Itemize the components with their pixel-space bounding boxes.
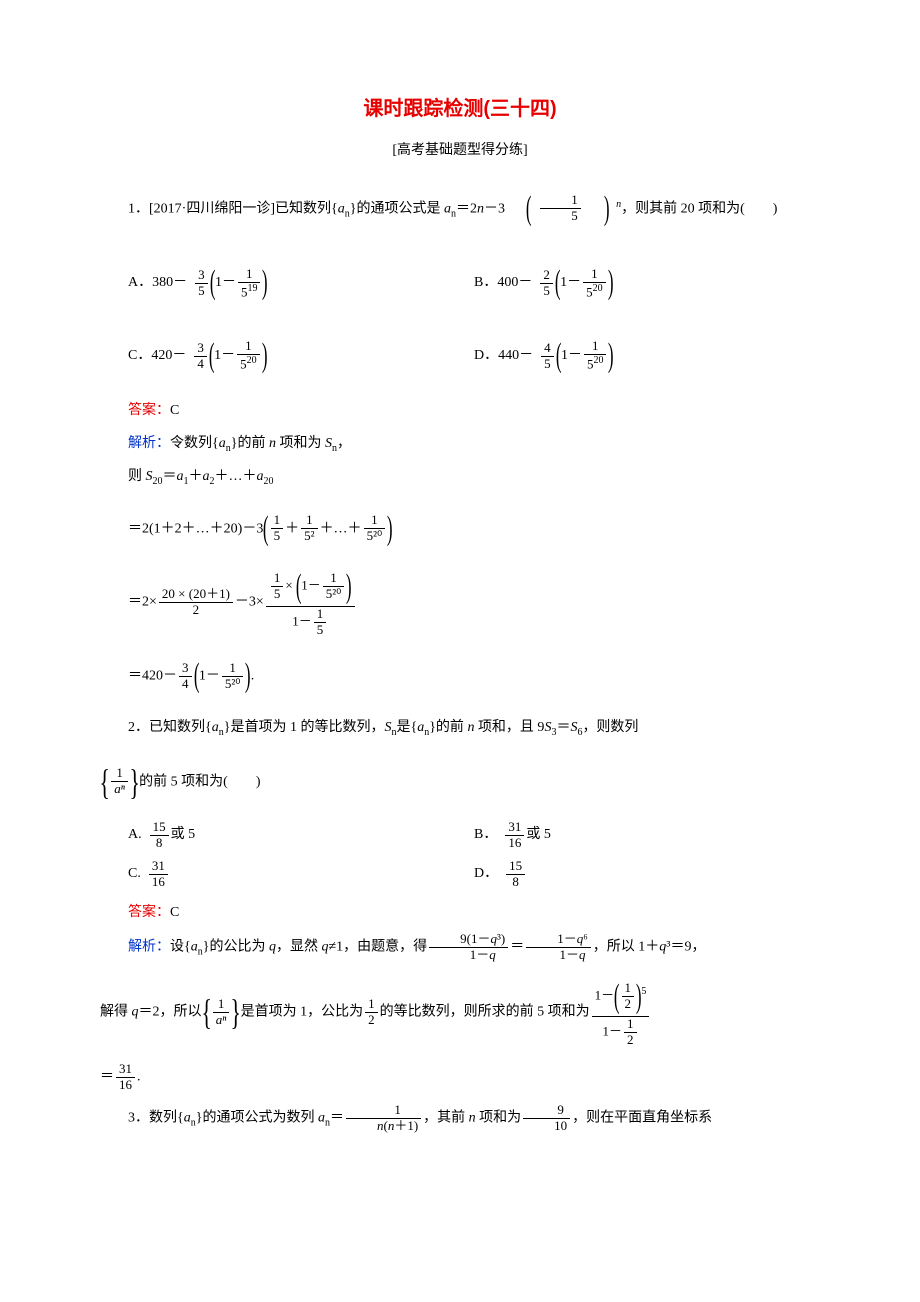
q2-analysis-3: ＝3116. [100,1062,820,1093]
q1-option-c: C．420－ 34 (1－1520) [128,324,474,389]
q2-option-b: B．3116或 5 [474,820,820,851]
q1-stem: 1．[2017·四川绵阳一诊]已知数列{an}的通项公式是 an＝2n－3(15… [100,177,820,242]
q1-step-4: ＝420－34(1－15²⁰). [128,644,820,709]
q1-answer: 答案：C [100,398,820,425]
q2-option-a: A.158或 5 [128,820,474,851]
page-subtitle: [高考基础题型得分练] [100,138,820,165]
q2-stem: 2．已知数列{an}是首项为 1 的等比数列，Sn是{an}的前 n 项和，且 … [100,715,820,742]
q1-option-d: D．440－ 45 (1－1520) [474,324,820,389]
page-title: 课时跟踪检测(三十四) [100,90,820,128]
q2-options: A.158或 5 B．3116或 5 C.3116 D．158 [128,816,820,894]
q1-analysis-1: 解析：令数列{an}的前 n 项和为 Sn， [100,431,820,458]
q3-stem: 3．数列{an}的通项公式为数列 an＝1n(n＋1)，其前 n 项和为910，… [100,1103,820,1134]
q1-options: A．380－ 35 (1－1519) B．400－ 25 (1－1520) C．… [128,247,820,392]
q1-option-b: B．400－ 25 (1－1520) [474,251,820,316]
q1-option-a: A．380－ 35 (1－1519) [128,251,474,316]
q2-analysis-2: 解得 q＝2，所以{1aⁿ}是首项为 1，公比为12的等比数列，则所求的前 5 … [100,977,820,1048]
q2-answer: 答案：C [100,900,820,927]
q1-step-2: ＝2(1＋2＋…＋20)－3(15＋15²＋…＋15²⁰) [128,497,820,562]
q1-step-3: ＝2×20 × (20＋1)2－3× 15× (1－15²⁰) 1－15 [128,567,820,638]
q2-option-c: C.3116 [128,859,474,890]
q2-stem-2: {1aⁿ}的前 5 项和为( ) [100,748,820,816]
q1-step-1: 则 S20＝a1＋a2＋…＋a20 [128,464,820,491]
q2-analysis: 解析：设{an}的公比为 q，显然 q≠1，由题意，得9(1－q³)1－q＝1－… [100,932,820,963]
q2-option-d: D．158 [474,859,820,890]
